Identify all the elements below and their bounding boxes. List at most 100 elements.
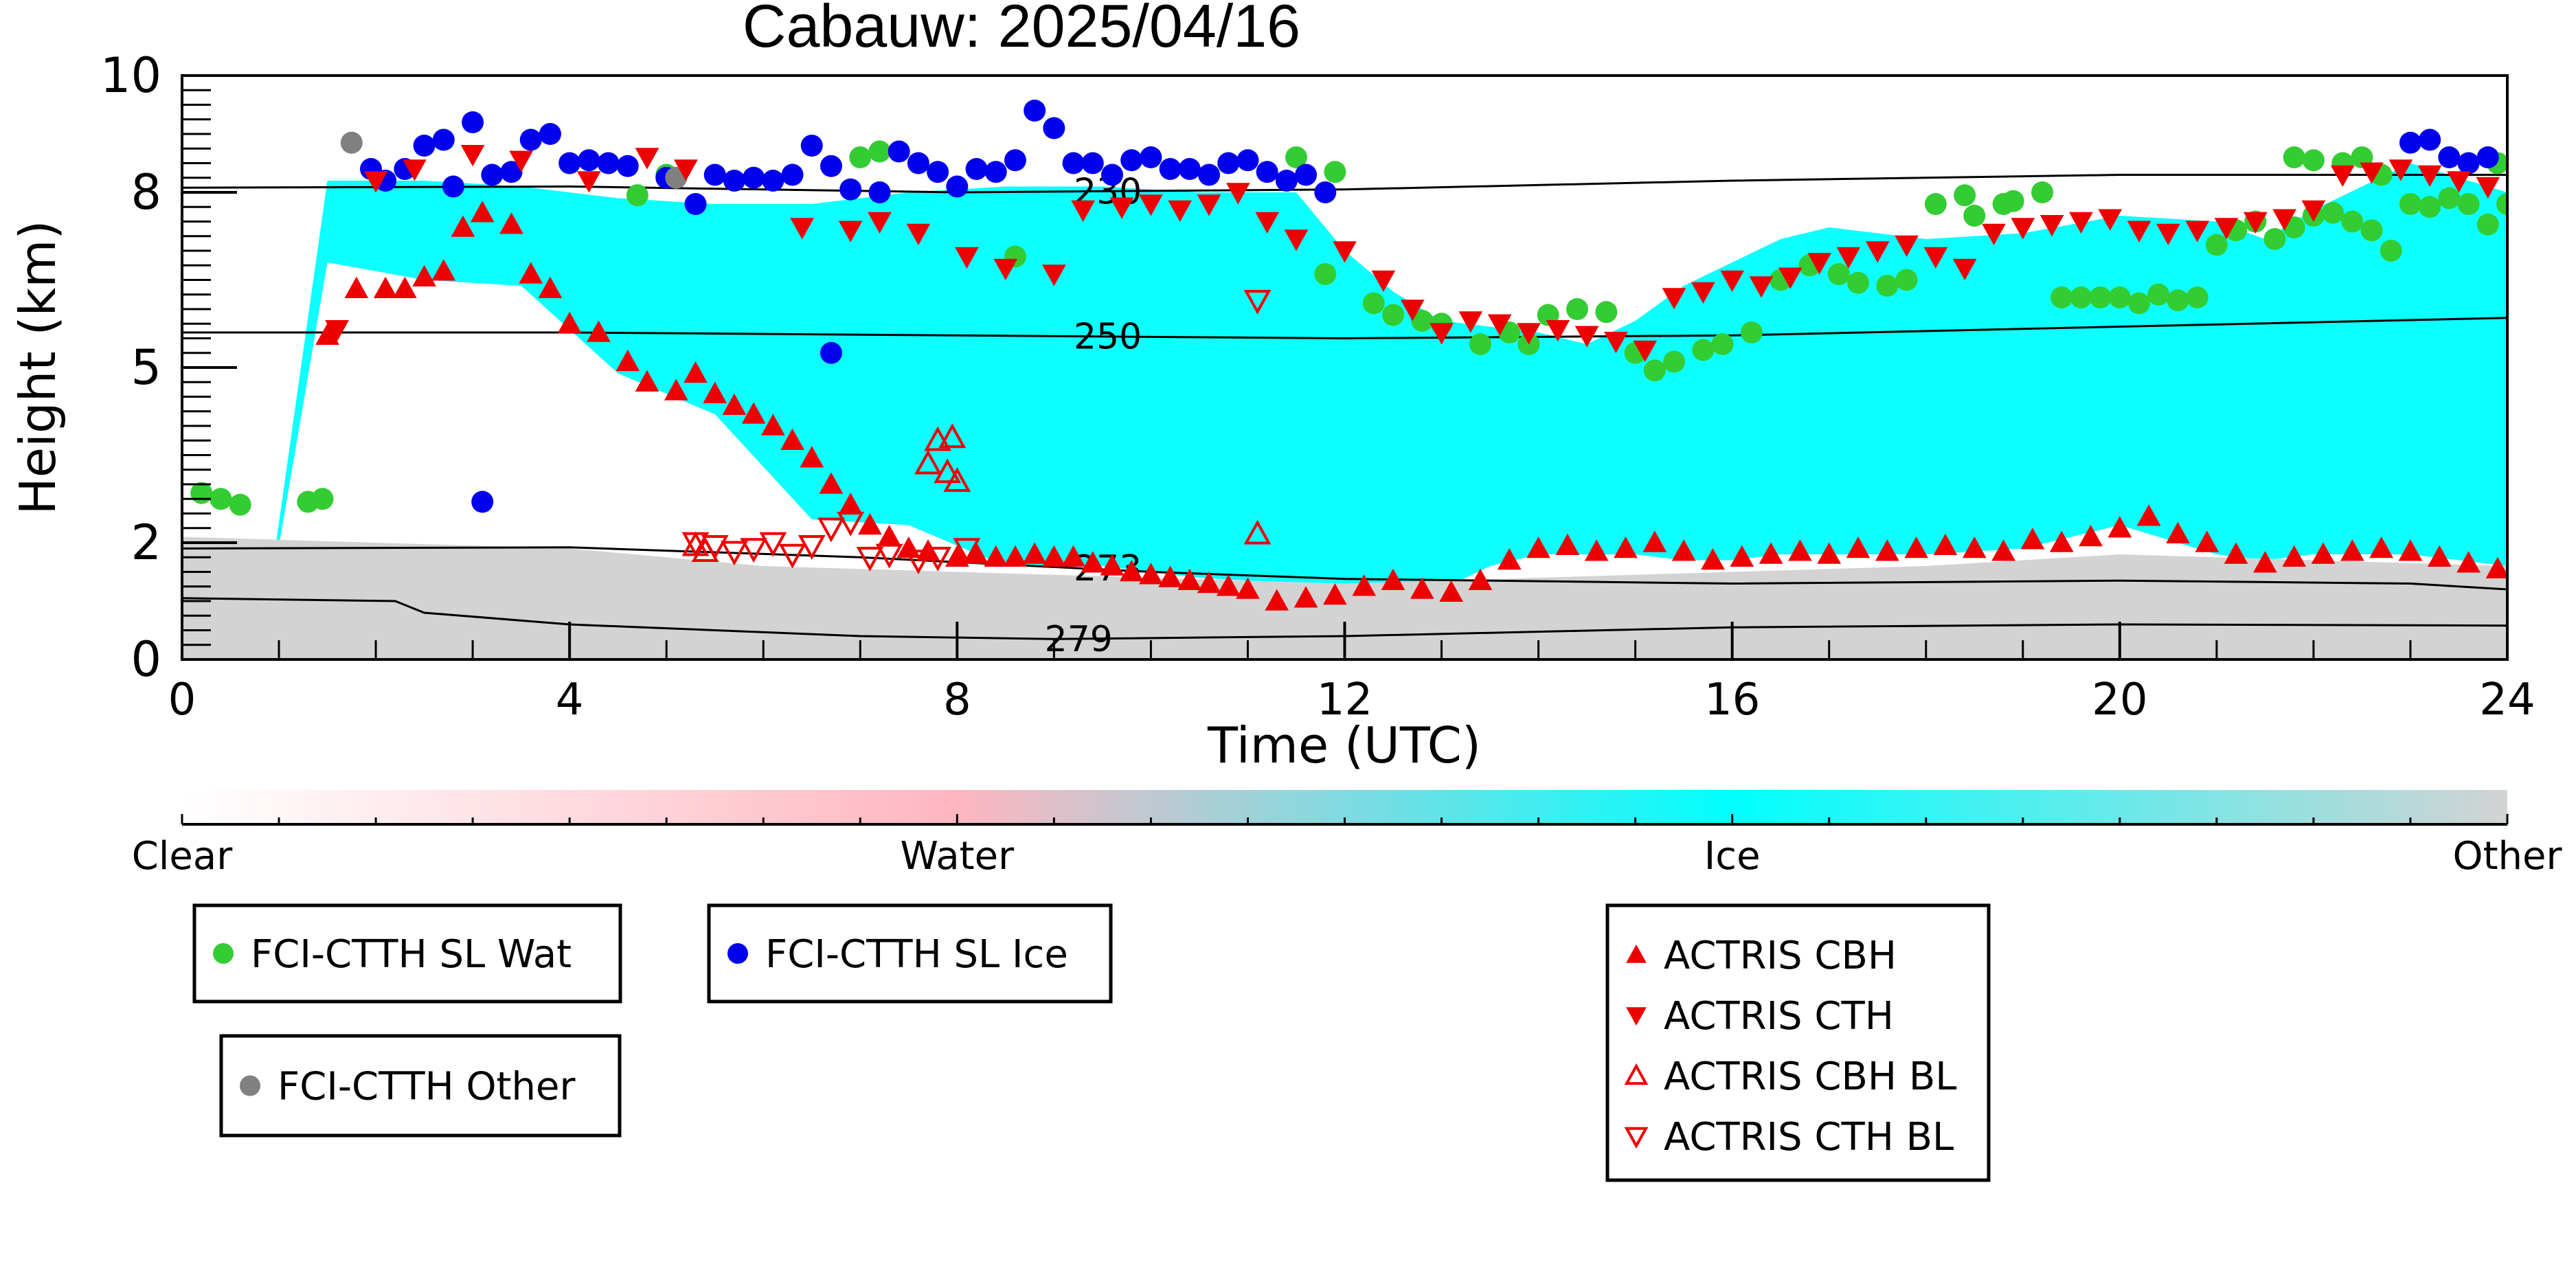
fci-ctth-sl-ice-marker [1120,149,1143,172]
isotherm-250-label: 250 [1074,317,1142,358]
actris-cbh-marker [1962,536,1987,558]
actris-cth-marker [1691,282,1715,304]
legend-fci-other-frame [219,1034,622,1138]
actris-cbh-marker [722,393,747,415]
fci-ctth-sl-ice-marker [519,128,542,151]
legend-marker [1626,1007,1647,1026]
actris-cth-marker [1749,276,1774,298]
legend-label: ACTRIS CTH BL [1664,1115,1954,1160]
actris-cth-marker [1284,229,1309,251]
actris-cth-marker [2272,209,2296,231]
actris-cbh-marker [1526,536,1550,558]
actris-cth-marker [1952,258,1977,281]
fci-ctth-sl-wat-marker [2457,193,2480,215]
actris-cth-marker [1836,247,1861,269]
actris-cbh-marker [2253,551,2277,573]
actris-cbh-marker [1701,547,1725,570]
actris-cbh-marker [1468,568,1493,590]
legend-label: FCI-CTTH Other [278,1065,576,1109]
fci-ctth-sl-ice-marker [2476,146,2499,168]
fci-ctth-sl-ice-marker [723,170,745,192]
fci-ctth-sl-ice-marker [839,178,862,201]
actris-cbh-marker [1236,577,1260,599]
fci-ctth-sl-wat-marker [2419,196,2441,218]
actris-cbh-marker [1265,589,1289,611]
fci-ctth-sl-wat-marker [1847,271,1870,294]
colorbar: Clear Water Ice Other [132,790,2562,879]
actris-cth-marker [2069,212,2093,234]
legend-marker [240,1075,260,1096]
actris-cth-marker [1487,314,1512,336]
actris-cbh-marker [1197,571,1221,594]
legends: FCI-CTTH SL Wat FCI-CTTH SL Ice FCI-CTTH O… [192,903,1991,1182]
fci-ctth-sl-ice-marker [946,175,969,198]
actris-cbh-marker [412,264,436,286]
legend-actris-frame [1605,903,1991,1182]
actris-cbh-marker [858,512,882,535]
fci-ctth-sl-ice-marker [1236,149,1259,172]
fci-ctth-sl-wat-marker [190,482,213,504]
actris-cbh-marker [2282,545,2307,567]
actris-cbh-marker [664,379,688,400]
fci-ctth-sl-wat-marker [1362,292,1385,315]
actris-cth-bl-marker [837,512,865,536]
isotherm-273-line [181,546,2508,591]
actris-cbh-marker [470,201,495,223]
actris-cbh-bl-marker [1243,519,1272,545]
actris-cbh-marker [587,320,611,342]
actris-cbh-marker [1410,577,1434,599]
legend-fci-water: FCI-CTTH SL Wat [192,903,622,1004]
actris-cth-marker [1400,300,1425,321]
actris-cbh-marker [1177,568,1202,590]
actris-cbh-marker [538,276,563,298]
y-tick-label: 10 [100,47,161,104]
cloud-class-background [182,163,2507,659]
fci-ctth-sl-ice-marker [2438,146,2461,168]
axes: 0 4 8 12 16 20 24 0 2 5 8 10 [100,47,2535,725]
legend-marker [1624,1127,1649,1149]
actris-cbh-marker [2166,521,2190,543]
colorbar-label-other: Other [2452,834,2562,879]
actris-cbh-marker [800,446,824,468]
actris-cth-marker [1633,340,1658,363]
fci-ctth-sl-ice-marker [927,161,949,183]
y-tick-label: 2 [131,515,161,571]
fci-ctth-sl-wat-marker [1382,304,1405,326]
fci-ctth-sl-wat-marker [2186,286,2208,308]
actris-cth-marker [868,212,892,234]
actris-cbh-marker [431,259,456,281]
actris-cth-bl-marker [759,532,787,557]
y-tick-label: 0 [131,631,161,688]
actris-cth-marker [1071,200,1096,223]
fci-ctth-sl-wat-marker [1469,333,1491,355]
legend-fci-ice-frame [707,903,1113,1004]
fci-ctth-sl-wat-marker [1827,263,1850,285]
legend-marker [213,943,234,964]
actris-cth-bl-marker [953,538,981,563]
fci-ctth-sl-wat-marker [311,488,334,510]
actris-cbh-marker [1846,536,1871,558]
fci-ctth-sl-ice-marker [762,170,784,192]
actris-cth-bl-marker [875,543,903,569]
actris-cbh-marker [451,215,475,237]
actris-cth-marker [1168,200,1193,223]
fci-ctth-sl-wat-marker [1314,263,1337,285]
x-tick-label: 16 [1704,675,1760,725]
fci-ctth-sl-wat-marker [1740,321,1763,343]
actris-cth-marker [1430,323,1454,345]
actris-cbh-marker [2427,545,2452,567]
fci-ctth-sl-ice-marker [684,193,707,215]
actris-cth-marker [509,150,533,172]
fci-ctth-sl-ice-marker [471,490,494,513]
y-tick-label: 5 [131,339,161,396]
observation-markers [190,100,2507,611]
fci-ctth-sl-wat-marker [1411,310,1434,332]
actris-cbh-bl-marker [934,458,962,484]
actris-cbh-marker [1022,542,1047,564]
actris-cth-marker [2243,212,2268,234]
actris-cth-marker [577,171,601,193]
fci-ctth-sl-wat-marker [2002,190,2024,212]
actris-cbh-marker [1614,536,1638,558]
